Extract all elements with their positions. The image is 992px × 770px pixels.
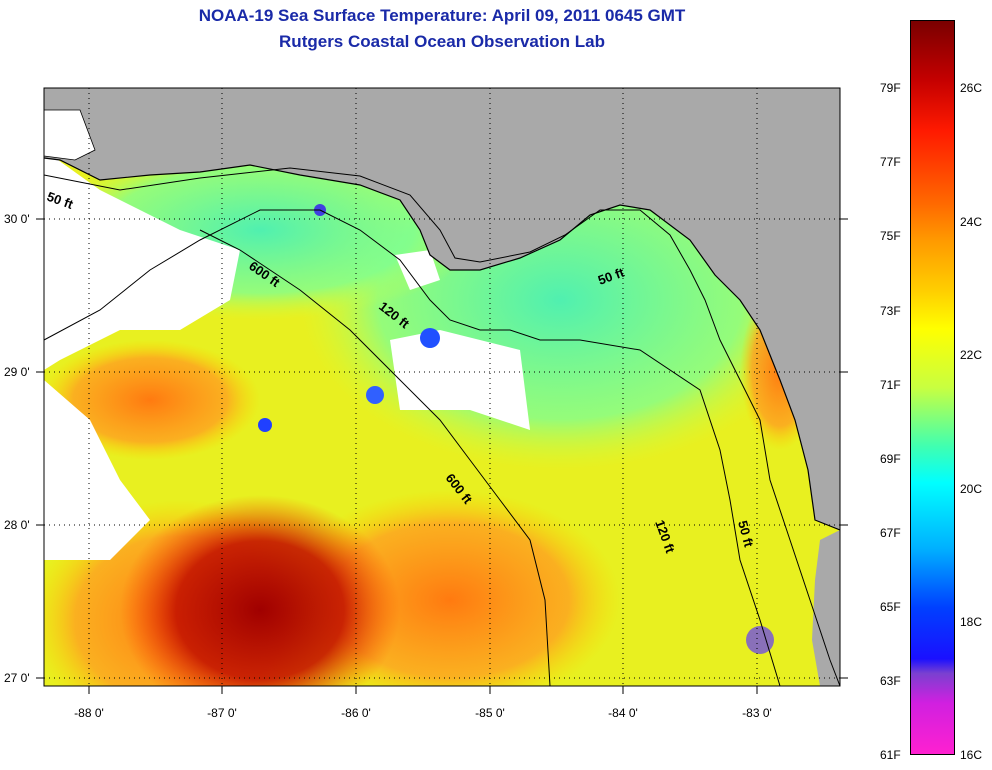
colorbar-label-f: 79F bbox=[880, 81, 901, 95]
colorbar-label-f: 73F bbox=[880, 304, 901, 318]
map-frame bbox=[43, 87, 841, 687]
lat-tick-label: 27 0' bbox=[4, 671, 30, 685]
lon-tick-label: -86 0' bbox=[341, 706, 371, 720]
colorbar-label-c: 26C bbox=[960, 81, 983, 95]
colorbar-label-f: 75F bbox=[880, 229, 901, 243]
contour-label: 50 ft bbox=[735, 519, 757, 549]
lon-tick-label: -87 0' bbox=[207, 706, 237, 720]
axis-ticks bbox=[36, 218, 848, 694]
lat-tick-label: 30 0' bbox=[4, 212, 30, 226]
lon-tick-label: -84 0' bbox=[608, 706, 638, 720]
contour-600ft bbox=[199, 229, 551, 686]
lon-tick-label: -83 0' bbox=[742, 706, 772, 720]
temperature-colorbar bbox=[910, 20, 955, 755]
colorbar-label-f: 63F bbox=[880, 674, 901, 688]
colorbar-label-f: 61F bbox=[880, 748, 901, 762]
colorbar-label-c: 18C bbox=[960, 615, 983, 629]
cloud-cover bbox=[44, 150, 240, 370]
land-area bbox=[44, 88, 840, 530]
colorbar-label-c: 20C bbox=[960, 482, 983, 496]
lat-tick-label: 28 0' bbox=[4, 518, 30, 532]
lon-tick-label: -85 0' bbox=[475, 706, 505, 720]
colorbar-label-c: 16C bbox=[960, 748, 983, 762]
colorbar-label-f: 71F bbox=[880, 378, 901, 392]
lon-tick-label: -88 0' bbox=[74, 706, 104, 720]
contour-50ft bbox=[44, 167, 840, 686]
colorbar-label-f: 65F bbox=[880, 600, 901, 614]
map-title: NOAA-19 Sea Surface Temperature: April 0… bbox=[198, 6, 686, 25]
hot-water-region bbox=[120, 495, 400, 686]
contour-120ft bbox=[44, 209, 781, 686]
lat-tick-label: 29 0' bbox=[4, 365, 30, 379]
colorbar-label-c: 24C bbox=[960, 215, 983, 229]
coastline bbox=[44, 157, 840, 531]
colorbar-label-f: 77F bbox=[880, 155, 901, 169]
colorbar-label-f: 67F bbox=[880, 526, 901, 540]
cold-spot bbox=[420, 328, 440, 348]
map-subtitle: Rutgers Coastal Ocean Observation Lab bbox=[279, 32, 605, 51]
colorbar-label-c: 22C bbox=[960, 348, 983, 362]
colorbar-label-f: 69F bbox=[880, 452, 901, 466]
